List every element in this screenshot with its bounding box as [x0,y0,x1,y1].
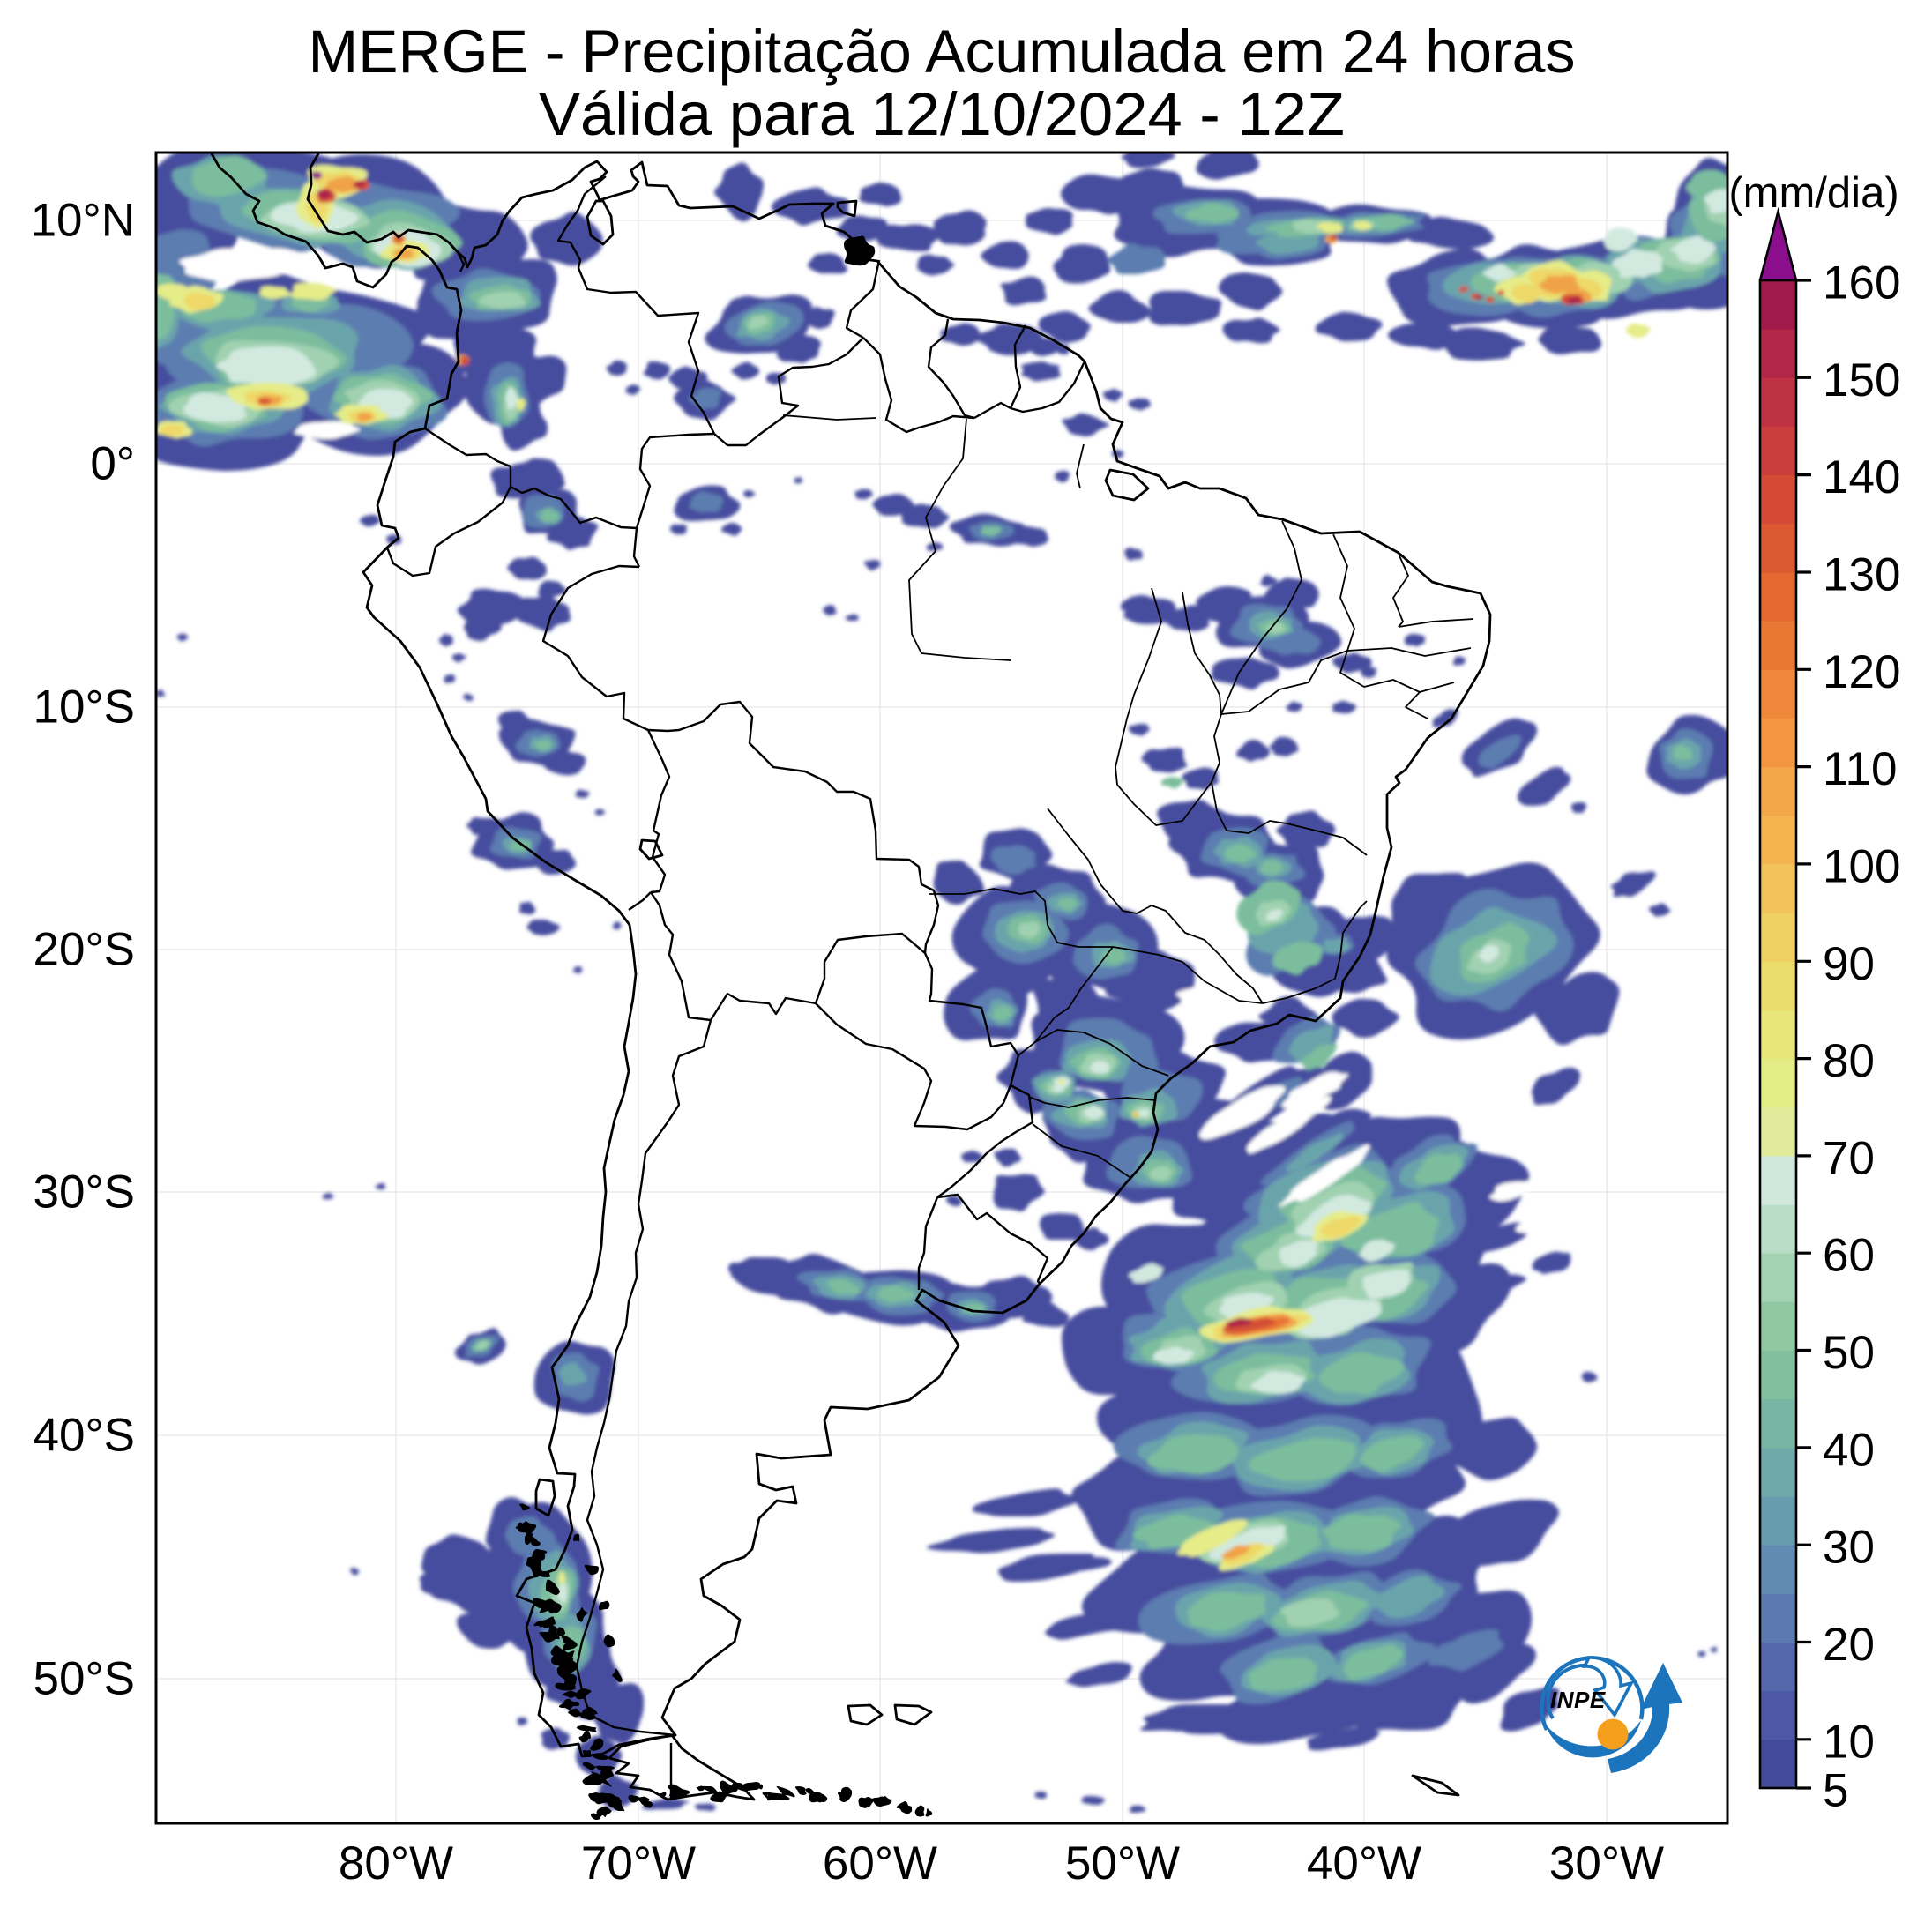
svg-text:60: 60 [1823,1230,1875,1282]
svg-text:50: 50 [1823,1327,1875,1379]
svg-text:30°S: 30°S [34,1166,136,1218]
svg-text:50°S: 50°S [34,1653,136,1705]
svg-text:20: 20 [1823,1619,1875,1671]
svg-text:70: 70 [1823,1132,1875,1184]
svg-text:20°S: 20°S [34,924,136,976]
svg-text:40: 40 [1823,1424,1875,1476]
svg-text:100: 100 [1823,840,1900,892]
svg-text:10°N: 10°N [31,195,135,247]
svg-text:INPE: INPE [1550,1687,1606,1713]
svg-text:Válida para 12/10/2024 - 12Z: Válida para 12/10/2024 - 12Z [539,80,1345,148]
svg-text:110: 110 [1823,743,1898,795]
svg-text:0°: 0° [90,438,135,490]
svg-text:10: 10 [1823,1716,1875,1768]
svg-text:150: 150 [1823,354,1900,406]
svg-text:70°W: 70°W [581,1837,696,1889]
svg-text:30: 30 [1823,1522,1875,1574]
svg-text:40°W: 40°W [1307,1837,1421,1889]
svg-text:130: 130 [1823,549,1900,601]
svg-text:(mm/dia): (mm/dia) [1728,169,1898,217]
svg-text:160: 160 [1823,257,1900,309]
svg-text:80°W: 80°W [339,1837,453,1889]
svg-text:90: 90 [1823,938,1875,990]
svg-text:80: 80 [1823,1035,1875,1087]
svg-text:140: 140 [1823,451,1900,503]
svg-text:60°W: 60°W [823,1837,937,1889]
svg-text:40°S: 40°S [34,1410,136,1462]
svg-text:10°S: 10°S [34,682,136,734]
svg-text:30°W: 30°W [1549,1837,1664,1889]
svg-text:120: 120 [1823,646,1900,698]
svg-text:5: 5 [1823,1765,1848,1817]
svg-text:50°W: 50°W [1065,1837,1180,1889]
svg-text:MERGE - Precipitação Acumulada: MERGE - Precipitação Acumulada em 24 hor… [309,18,1576,86]
